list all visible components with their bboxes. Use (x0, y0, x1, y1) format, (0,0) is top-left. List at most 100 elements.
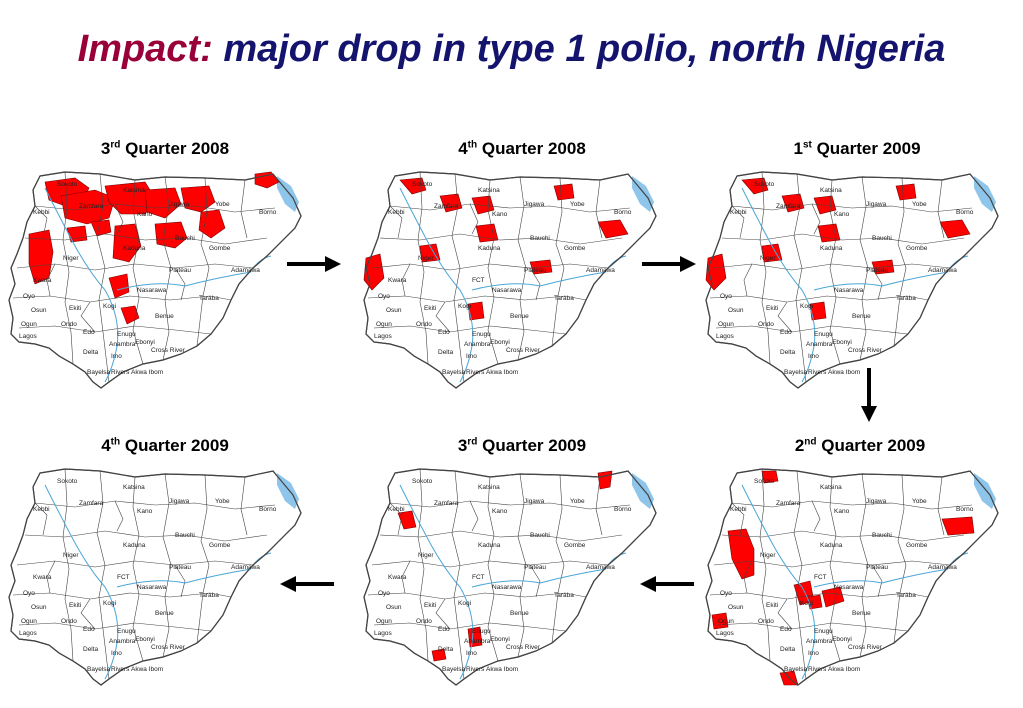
state-label: Bayelsa (784, 666, 808, 673)
state-label: Nasarawa (492, 287, 522, 294)
state-border (721, 530, 965, 542)
state-label: Akwa Ibom (486, 369, 518, 376)
state-label: Benue (852, 610, 871, 617)
state-border (715, 325, 909, 335)
state-label: Niger (63, 255, 79, 262)
state-label: Kaduna (123, 542, 146, 549)
state-border (709, 295, 929, 303)
state-label: Adamawa (928, 267, 957, 274)
state-label: Akwa Ibom (131, 666, 163, 673)
state-label: Plateau (524, 564, 546, 571)
state-border (859, 473, 869, 658)
state-label: Edo (83, 626, 95, 633)
state-border (174, 267, 186, 301)
state-border (517, 176, 527, 361)
map-q1-2009: Sokoto Katsina Kebbi Zamfara Kano Jigawa Yobe B… (702, 168, 1000, 390)
state-label: Oyo (720, 293, 732, 300)
state-label: Kebbi (388, 506, 405, 513)
state-border (529, 564, 541, 598)
state-border (709, 592, 929, 600)
state-label: Bayelsa (442, 369, 466, 376)
map-q3-2008: Sokoto Katsina Kebbi Zamfara Kano Jigawa Yobe B… (5, 168, 303, 390)
state-label: Niger (760, 255, 776, 262)
state-border (401, 560, 411, 594)
state-label: Bauchi (175, 235, 195, 242)
nigeria-map: Sokoto Katsina Kebbi Zamfara Kano Jigawa Yobe B… (705, 468, 999, 686)
state-label: Sokoto (57, 478, 78, 485)
river (116, 271, 252, 291)
state-label: Akwa Ibom (828, 369, 860, 376)
state-label: Borno (259, 506, 277, 513)
state-label: Taraba (896, 592, 916, 599)
state-label: Plateau (866, 564, 888, 571)
state-label: Kogi (103, 303, 116, 310)
polio-case-area (154, 221, 188, 249)
state-label: Ogun (376, 618, 392, 625)
map-q4-2009: Sokoto Katsina Kebbi Zamfara Jigawa Kano Yobe B… (5, 465, 303, 687)
state-label: Ondo (416, 321, 432, 328)
state-label: Gombe (906, 245, 928, 252)
polio-case-area (28, 229, 54, 285)
state-label: Adamawa (928, 564, 957, 571)
state-label: Ondo (758, 321, 774, 328)
state-label: Edo (83, 329, 95, 336)
state-border (721, 233, 965, 245)
state-label: Bayelsa (784, 369, 808, 376)
river (44, 187, 119, 383)
state-border (551, 474, 565, 644)
state-label: Katsina (478, 484, 500, 491)
state-label: Enugu (472, 628, 491, 635)
panel-title-q2-2009: 2nd Quarter 2009 (794, 436, 926, 455)
polio-case-area (467, 626, 483, 648)
state-label: Imo (808, 353, 819, 360)
map-q2-2009: Sokoto Katsina Kebbi Zamfara Kano Jigawa Yobe B… (702, 465, 1000, 687)
state-label: Oyo (378, 590, 390, 597)
nigeria-map: Sokoto Katsina Kebbi Zamfara Jigawa Kano Yobe B… (363, 468, 657, 686)
arrow-left-icon (280, 576, 334, 592)
state-label: Borno (956, 506, 974, 513)
state-border (731, 205, 745, 239)
state-label: Kano (834, 508, 850, 515)
state-border (811, 500, 821, 532)
state-border (132, 179, 144, 365)
state-label: Kaduna (478, 542, 501, 549)
state-label: Anambra (464, 341, 491, 348)
state-border (389, 502, 403, 536)
polio-case-area (120, 305, 140, 325)
state-label: Ondo (61, 321, 77, 328)
state-label: Cross River (848, 347, 883, 354)
state-label: Kaduna (820, 245, 843, 252)
state-label: Kwara (33, 277, 52, 284)
state-label: Benue (510, 610, 529, 617)
state-border (487, 476, 499, 662)
state-border (451, 470, 465, 680)
state-label: Delta (438, 646, 454, 653)
state-label: FCT (117, 574, 130, 581)
polio-case-area (809, 301, 827, 321)
state-border (162, 176, 172, 361)
state-border (18, 325, 212, 335)
state-label: Gombe (564, 245, 586, 252)
state-label: Enugu (117, 628, 136, 635)
state-border (487, 179, 499, 365)
state-border (96, 470, 110, 680)
title-rest: major drop in type 1 polio, north Nigeri… (223, 28, 946, 70)
polio-case-area (198, 209, 226, 239)
panel-title-q4-2008: 4th Quarter 2008 (458, 139, 586, 158)
state-label: Ekiti (69, 305, 81, 312)
state-label: Bayelsa (87, 369, 111, 376)
state-label: Edo (780, 329, 792, 336)
state-label: Yobe (912, 498, 927, 505)
state-label: Kano (137, 508, 153, 515)
state-border (367, 592, 587, 600)
state-label: Cross River (506, 644, 541, 651)
polio-case-area (553, 183, 575, 201)
state-label: Bauchi (872, 235, 892, 242)
state-label: Imo (111, 353, 122, 360)
polio-case-area (597, 470, 613, 490)
polio-case-area (66, 225, 88, 243)
state-label: Akwa Ibom (486, 666, 518, 673)
state-label: Benue (510, 313, 529, 320)
state-label: Edo (438, 329, 450, 336)
state-label: Rivers (808, 369, 827, 376)
